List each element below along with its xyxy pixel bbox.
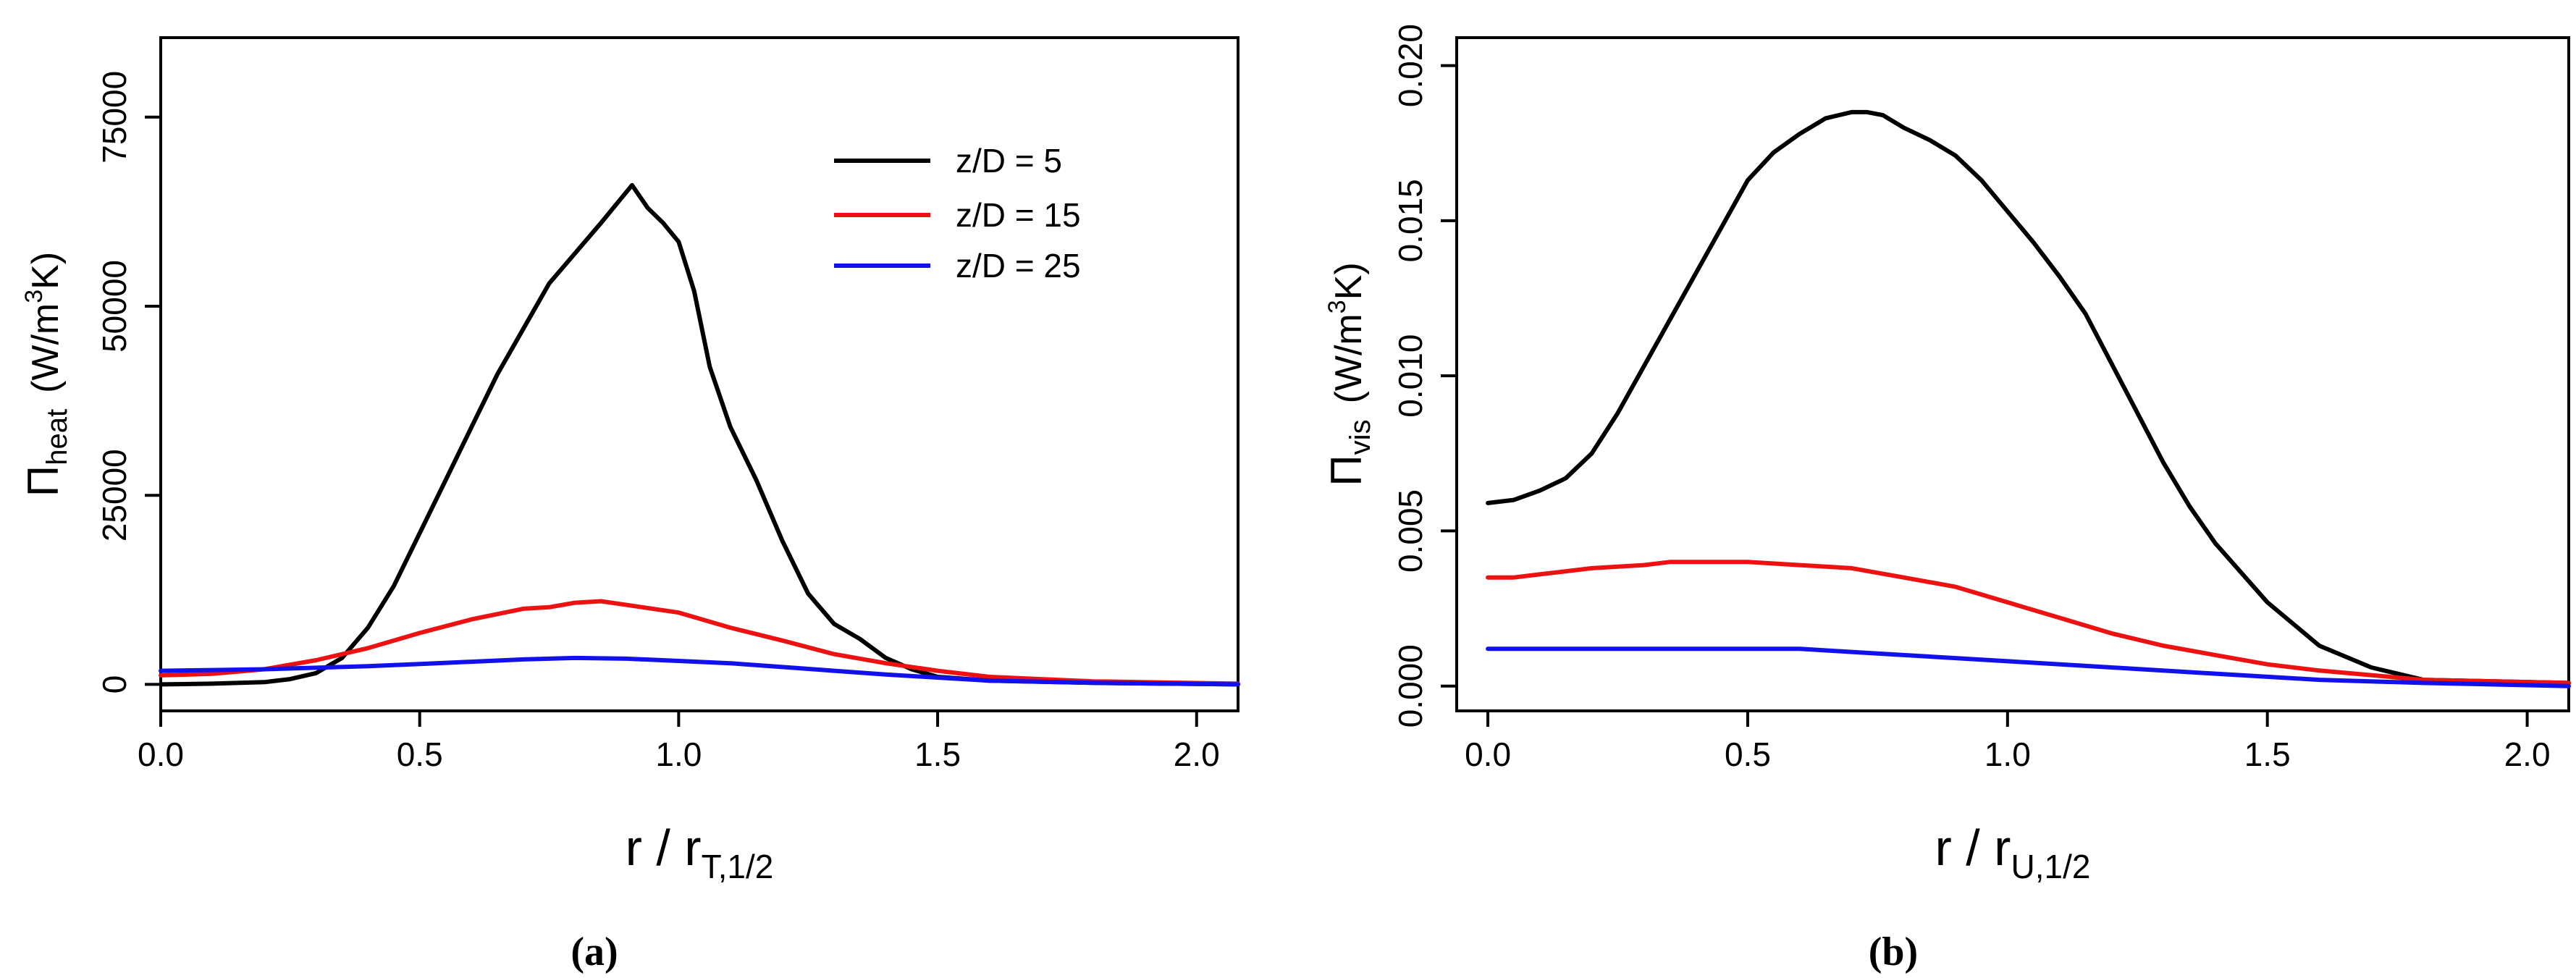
series-line-z-d-5 [159, 182, 1240, 687]
y-tick-label: 0.000 [1392, 644, 1429, 728]
legend: z/D = 5 z/D = 15 z/D = 25 [834, 142, 1081, 284]
y-tick-label: 25000 [96, 449, 133, 541]
x-tick-label: 0.0 [138, 735, 184, 773]
y-tick-label: 0.005 [1392, 489, 1429, 573]
x-tick-label: 1.5 [2244, 735, 2291, 773]
x-tick-label: 2.0 [2504, 735, 2551, 773]
y-tick-label: 0.010 [1392, 334, 1429, 418]
y-tick-label: 75000 [96, 71, 133, 164]
plot-frame-b [1455, 36, 2570, 712]
y-tick-label: 0.020 [1392, 24, 1429, 107]
y-axis-ticks-a: 0 25000 50000 75000 [96, 71, 161, 694]
legend-label-zd25: z/D = 25 [956, 247, 1081, 284]
x-tick-label: 1.0 [1984, 735, 2031, 773]
caption-b: (b) [1869, 929, 1918, 974]
x-tick-label: 2.0 [1174, 735, 1220, 773]
x-axis-title-a: r / rT,1/2 [626, 819, 774, 885]
y-axis-ticks-b: 0.000 0.005 0.010 0.015 0.020 [1392, 24, 1457, 728]
series-line-z-d-15 [159, 599, 1240, 686]
y-tick-label: 0 [96, 675, 133, 694]
x-axis-title-b: r / rU,1/2 [1935, 819, 2091, 885]
series-line-z-d-25 [159, 655, 1240, 687]
y-symbol-a: Π [19, 465, 67, 497]
panel-b: 0.0 0.5 1.0 1.5 2.0 0.000 0.005 0.010 0.015 0.02… [1322, 24, 2571, 974]
series-lines-b [1486, 109, 2571, 688]
series-line-z-d-25 [1486, 646, 2571, 688]
svg-text:Πvis(W/m3K): Πvis(W/m3K) [1322, 262, 1376, 486]
panel-a: 0.0 0.5 1.0 1.5 2.0 0 25000 50000 75000 z/D = 5… [19, 36, 1240, 974]
y-axis-title-a: Πheat(W/m3K) [19, 252, 73, 497]
y-tick-label: 50000 [96, 260, 133, 353]
x-tick-label: 0.5 [1725, 735, 1771, 773]
x-tick-label: 0.5 [397, 735, 443, 773]
plot-frame-a [159, 36, 1239, 712]
series-line-z-d-5 [1486, 109, 2571, 686]
caption-a: (a) [571, 929, 618, 974]
series-lines-a [159, 182, 1240, 687]
x-tick-label: 1.0 [655, 735, 702, 773]
x-tick-label: 1.5 [914, 735, 961, 773]
y-tick-label: 0.015 [1392, 179, 1429, 262]
svg-text:Πheat(W/m3K): Πheat(W/m3K) [19, 252, 73, 497]
series-line-z-d-15 [1486, 560, 2571, 686]
legend-label-zd15: z/D = 15 [956, 196, 1081, 234]
y-axis-title-b: Πvis(W/m3K) [1322, 262, 1376, 486]
x-axis-ticks-a: 0.0 0.5 1.0 1.5 2.0 [138, 711, 1220, 773]
x-axis-ticks-b: 0.0 0.5 1.0 1.5 2.0 [1465, 711, 2551, 773]
legend-label-zd5: z/D = 5 [956, 142, 1062, 180]
y-symbol-b: Π [1322, 455, 1371, 486]
x-tick-label: 0.0 [1465, 735, 1511, 773]
